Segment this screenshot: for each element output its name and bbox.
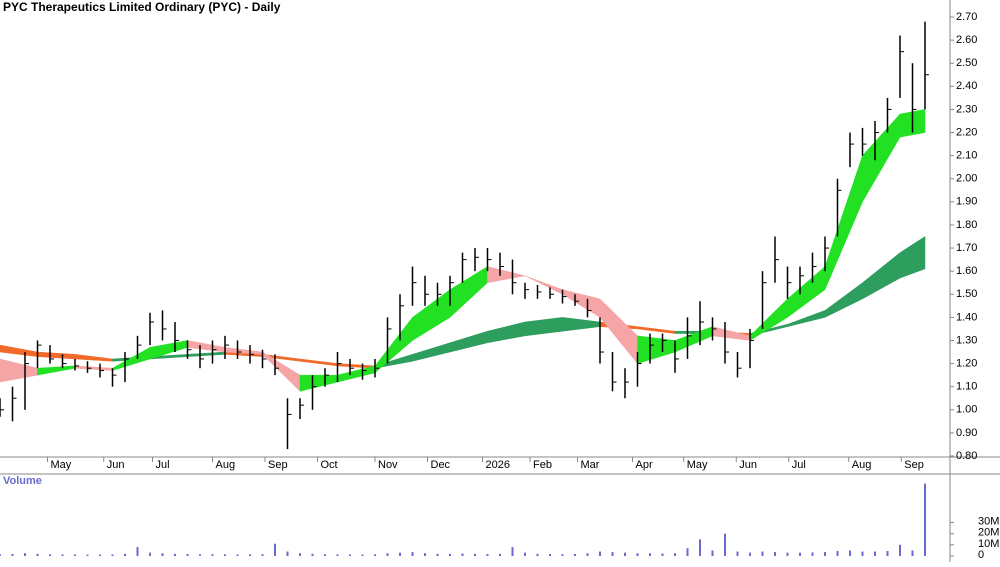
y-tick-label: 1.60 <box>956 265 977 277</box>
x-tick-label: Feb <box>533 459 552 471</box>
y2-tick-label: 20M <box>978 527 999 539</box>
x-tick-label: Jul <box>156 459 170 471</box>
y-tick-label: 2.20 <box>956 126 977 138</box>
x-tick-label: Apr <box>636 459 653 471</box>
x-tick-label: Aug <box>852 459 872 471</box>
y-tick-label: 1.50 <box>956 288 977 300</box>
y-tick-label: 1.70 <box>956 242 977 254</box>
y-tick-label: 1.00 <box>956 404 977 416</box>
y-tick-label: 1.10 <box>956 381 977 393</box>
x-tick-label: Dec <box>431 459 451 471</box>
y-tick-label: 2.60 <box>956 34 977 46</box>
x-tick-label: May <box>687 459 708 471</box>
y2-tick-label: 30M <box>978 515 999 527</box>
x-tick-label: Nov <box>378 459 398 471</box>
x-tick-label: Oct <box>321 459 338 471</box>
y2-tick-label: 0 <box>978 549 984 561</box>
ribbon-segment <box>487 266 526 284</box>
x-tick-label: Sep <box>904 459 924 471</box>
volume-label: Volume <box>3 475 42 487</box>
y-tick-label: 0.80 <box>956 450 977 462</box>
x-tick-label: Jun <box>107 459 125 471</box>
y-tick-label: 1.90 <box>956 196 977 208</box>
x-tick-label: Aug <box>216 459 236 471</box>
y-tick-label: 1.80 <box>956 219 977 231</box>
y-tick-label: 2.70 <box>956 11 977 23</box>
x-tick-label: Sep <box>268 459 288 471</box>
y-tick-label: 2.30 <box>956 103 977 115</box>
y-tick-label: 1.20 <box>956 357 977 369</box>
x-tick-label: Jun <box>739 459 757 471</box>
y-tick-label: 2.10 <box>956 150 977 162</box>
y-tick-label: 0.90 <box>956 427 977 439</box>
x-tick-label: May <box>51 459 72 471</box>
chart-title: PYC Therapeutics Limited Ordinary (PYC) … <box>3 0 281 14</box>
y-tick-label: 2.00 <box>956 173 977 185</box>
x-tick-label: Jul <box>792 459 806 471</box>
ribbon-segment <box>899 236 926 279</box>
x-tick-label: Mar <box>581 459 600 471</box>
y-tick-label: 2.40 <box>956 80 977 92</box>
x-tick-label: 2026 <box>486 459 510 471</box>
y2-tick-label: 10M <box>978 538 999 550</box>
y-tick-label: 1.30 <box>956 334 977 346</box>
y-tick-label: 1.40 <box>956 311 977 323</box>
y-tick-label: 2.50 <box>956 57 977 69</box>
